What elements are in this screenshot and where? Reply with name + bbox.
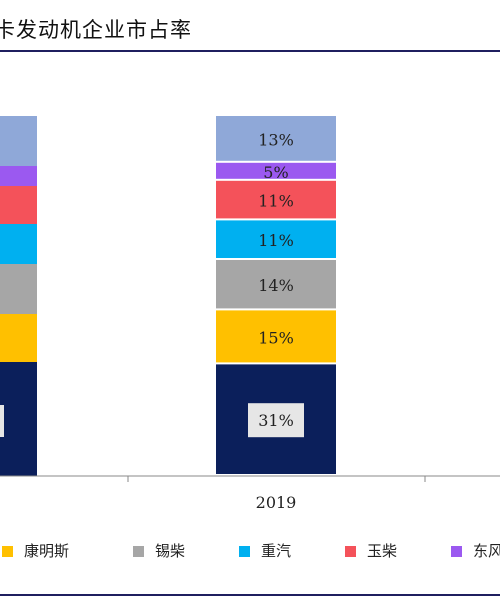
bar-segment-2019-2 xyxy=(216,260,336,309)
x-tick-label-2019: 2019 xyxy=(256,493,297,512)
legend-label-sinotruk: 重汽 xyxy=(261,542,292,560)
legend-label-yuchai: 玉柴 xyxy=(367,542,398,560)
data-label-2019-5: 5% xyxy=(263,163,288,182)
title-divider xyxy=(0,50,500,52)
bar-segment-2019-3 xyxy=(216,220,336,258)
legend-swatch-sinotruk xyxy=(239,546,250,557)
bar-segment-2019-6 xyxy=(216,116,336,161)
bar-segment-2019-4 xyxy=(216,180,336,219)
data-label-2019-2: 14% xyxy=(258,276,294,295)
bar-segment-left-4 xyxy=(0,186,37,224)
bar-segment-2019-5 xyxy=(216,162,336,179)
bar-segment-2019-1 xyxy=(216,310,336,363)
data-label-2019-3: 11% xyxy=(258,231,294,250)
bar-segment-left-5 xyxy=(0,166,37,186)
chart-title: 卡发动机企业市占率 xyxy=(0,18,192,42)
bar-segment-left-0 xyxy=(0,362,37,476)
bar-segment-left-3 xyxy=(0,224,37,264)
legend-label-dongfeng: 东风 xyxy=(473,542,500,560)
bar-label-box-left xyxy=(0,405,4,437)
data-label-2019-6: 13% xyxy=(258,130,294,149)
legend-label-cummins: 康明斯 xyxy=(24,542,70,560)
legend-swatch-xichai xyxy=(133,546,144,557)
data-label-2019-0: 31% xyxy=(258,411,294,430)
bar-segment-left-2 xyxy=(0,264,37,314)
legend-swatch-yuchai xyxy=(345,546,356,557)
bar-segment-left-1 xyxy=(0,314,37,362)
data-label-2019-4: 11% xyxy=(258,192,294,211)
bottom-divider xyxy=(0,594,500,596)
legend: 康明斯 锡柴 重汽 玉柴 东风 xyxy=(0,540,500,564)
legend-swatch-cummins xyxy=(2,546,13,557)
bar-label-box-2019-0 xyxy=(248,403,304,438)
bar-segment-left-6 xyxy=(0,116,37,166)
legend-swatch-dongfeng xyxy=(451,546,462,557)
legend-label-xichai: 锡柴 xyxy=(155,542,186,560)
data-label-2019-1: 15% xyxy=(258,328,294,347)
